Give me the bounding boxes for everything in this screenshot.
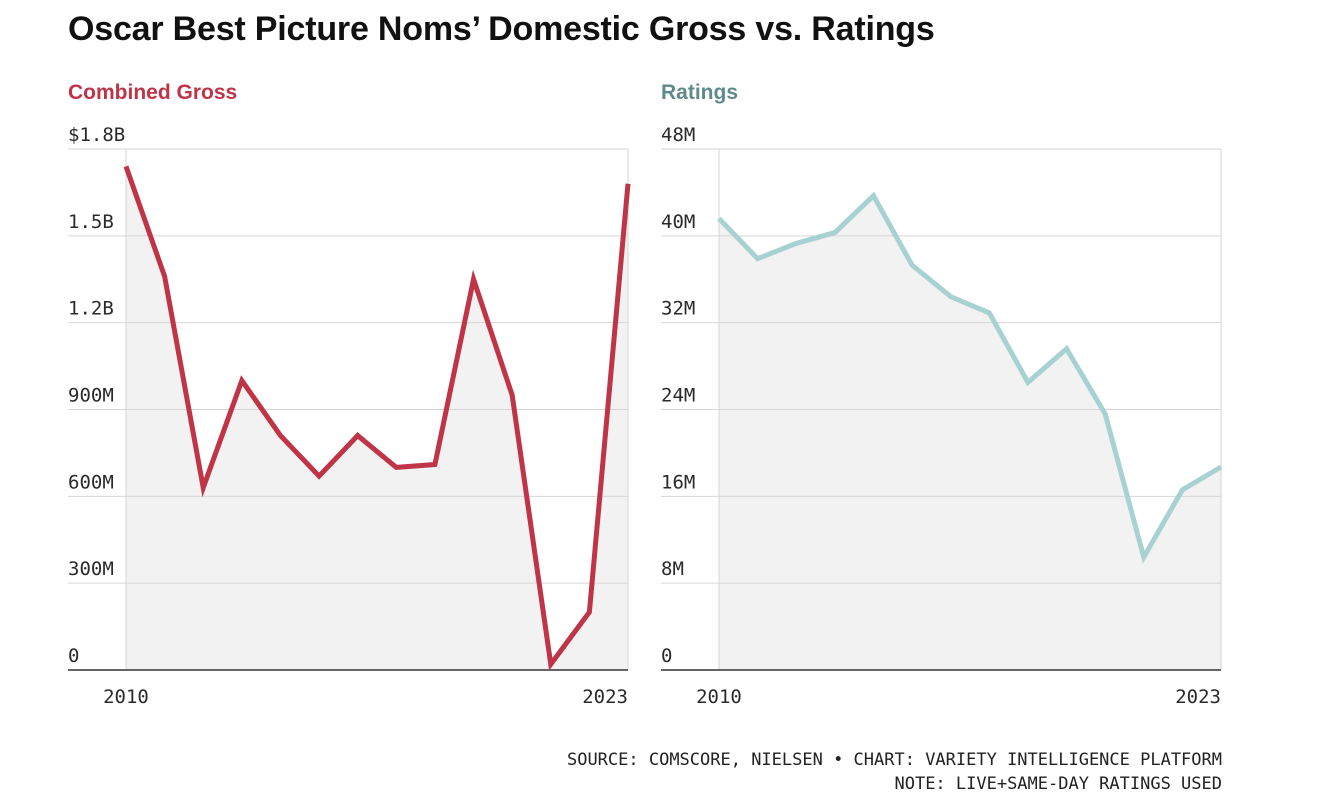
ratings-y-tick-label: 0	[661, 645, 672, 667]
ratings-x-tick-label: 2010	[696, 686, 742, 708]
gross-y-tick-label: 600M	[68, 471, 114, 493]
gross-y-tick-label: 300M	[68, 558, 114, 580]
gross-y-tick-label: 0	[68, 645, 79, 667]
ratings-series-line	[717, 191, 1223, 564]
gross-series-line	[123, 165, 631, 671]
source-note: SOURCE: COMSCORE, NIELSEN • CHART: VARIE…	[566, 750, 1222, 770]
ratings-y-tick-label: 8M	[661, 558, 684, 580]
ratings-y-tick-label: 16M	[661, 471, 695, 493]
ratings-subtitle: Ratings	[661, 81, 738, 104]
gross-y-tick-label: 900M	[68, 385, 114, 407]
ratings-y-tick-label: 32M	[661, 298, 695, 320]
gross-y-tick-label: 1.5B	[68, 211, 114, 233]
ratings-y-tick-label: 48M	[661, 124, 695, 146]
ratings-area	[719, 195, 1221, 671]
ratings-note: NOTE: LIVE+SAME-DAY RATINGS USED	[894, 774, 1222, 794]
gross-y-tick-label: $1.8B	[68, 124, 125, 146]
gross-x-tick-label: 2010	[103, 686, 149, 708]
ratings-chart-svg: Ratings 0 8M 16M 24M 32M 40M 48M 2010 2023	[661, 81, 1223, 708]
gross-chart: Combined Gross 0 300M 600M 900M 1.2B 1.5B $1.8B…	[60, 72, 640, 722]
chart-footer: SOURCE: COMSCORE, NIELSEN • CHART: VARIE…	[567, 748, 1222, 796]
gross-area	[126, 166, 628, 670]
gross-x-tick-label: 2023	[582, 686, 628, 708]
gross-chart-svg: Combined Gross 0 300M 600M 900M 1.2B 1.5B $1.8B…	[68, 81, 631, 708]
gross-subtitle: Combined Gross	[68, 81, 237, 104]
ratings-x-tick-label: 2023	[1175, 686, 1221, 708]
ratings-y-tick-label: 40M	[661, 211, 695, 233]
ratings-chart: Ratings 0 8M 16M 24M 32M 40M 48M 2010 2023	[653, 72, 1233, 722]
chart-title: Oscar Best Picture Noms’ Domestic Gross …	[68, 10, 935, 48]
gross-y-tick-label: 1.2B	[68, 298, 114, 320]
ratings-y-tick-label: 24M	[661, 385, 695, 407]
